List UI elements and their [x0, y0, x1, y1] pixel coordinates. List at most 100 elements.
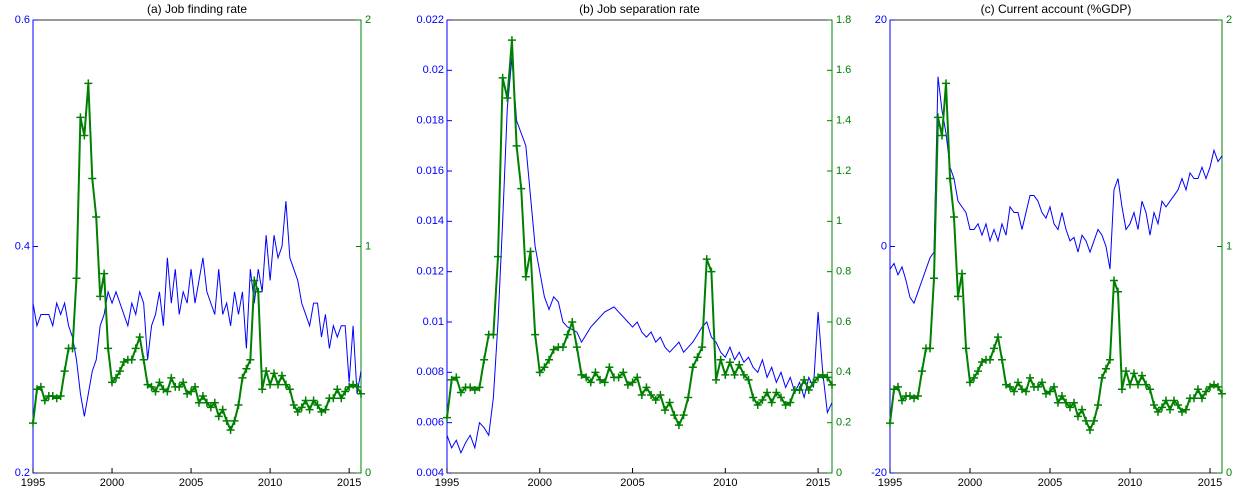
marker — [1166, 405, 1174, 414]
marker — [452, 373, 461, 382]
marker — [809, 378, 818, 387]
marker — [179, 378, 188, 387]
marker — [656, 390, 665, 399]
marker — [1138, 371, 1146, 380]
marker — [29, 419, 37, 428]
marker — [238, 373, 247, 382]
x-tick-label: 2015 — [337, 477, 361, 489]
marker — [246, 355, 255, 364]
marker — [994, 333, 1002, 342]
marker — [962, 344, 970, 353]
marker — [1170, 396, 1178, 405]
marker — [270, 369, 279, 378]
marker — [966, 378, 974, 387]
marker — [1158, 403, 1166, 412]
marker — [285, 385, 294, 394]
marker — [679, 411, 688, 420]
marker — [1050, 382, 1058, 391]
marker — [289, 401, 298, 410]
marker — [68, 344, 77, 353]
marker — [321, 405, 330, 414]
marker — [234, 401, 243, 410]
series-line — [446, 40, 833, 428]
marker — [1190, 394, 1198, 403]
marker — [167, 373, 176, 382]
marker — [175, 382, 184, 391]
marker — [894, 382, 902, 391]
panel-title: (a) Job finding rate — [147, 2, 247, 16]
marker — [40, 396, 49, 405]
marker — [466, 383, 475, 392]
marker — [155, 378, 164, 387]
marker — [688, 363, 697, 372]
marker — [950, 213, 958, 222]
marker — [786, 398, 795, 407]
y-tick-label: 0 — [881, 240, 887, 252]
y2-tick-label: 2 — [1226, 14, 1232, 26]
marker — [1010, 387, 1018, 396]
marker — [1202, 387, 1210, 396]
marker — [1130, 369, 1138, 378]
marker — [577, 370, 586, 379]
marker — [898, 396, 906, 405]
marker — [990, 344, 998, 353]
marker — [337, 394, 346, 403]
marker — [309, 396, 318, 405]
marker — [498, 73, 507, 82]
marker — [582, 373, 591, 382]
marker — [735, 360, 744, 369]
marker — [139, 355, 148, 364]
marker — [266, 380, 275, 389]
marker — [886, 419, 894, 428]
marker — [930, 274, 938, 283]
marker — [56, 391, 65, 400]
marker — [88, 174, 97, 183]
marker — [1154, 407, 1162, 416]
marker — [707, 267, 716, 276]
marker — [954, 292, 962, 301]
marker — [698, 343, 707, 352]
x-tick-label: 2015 — [806, 477, 830, 489]
y-tick-label: 20 — [875, 14, 887, 26]
y-tick-label: 0.008 — [416, 366, 444, 378]
marker — [131, 344, 140, 353]
marker — [135, 333, 144, 342]
marker — [80, 131, 89, 140]
x-tick-label: 2005 — [1038, 477, 1062, 489]
marker — [605, 363, 614, 372]
marker — [526, 247, 535, 256]
marker — [1038, 378, 1046, 387]
marker — [572, 343, 581, 352]
marker — [702, 255, 711, 264]
marker — [918, 367, 926, 376]
marker — [1058, 391, 1066, 400]
y2-tick-label: 1.8 — [836, 14, 851, 26]
y2-tick-label: 1 — [365, 240, 371, 252]
marker — [242, 364, 251, 373]
marker — [623, 380, 632, 389]
series-line — [446, 57, 833, 455]
series-line — [32, 201, 362, 417]
marker — [721, 370, 730, 379]
marker — [1142, 380, 1150, 389]
marker — [274, 380, 283, 389]
marker — [628, 378, 637, 387]
y2-tick-label: 0.8 — [836, 266, 851, 278]
marker — [914, 391, 922, 400]
marker — [503, 94, 512, 103]
marker — [674, 421, 683, 430]
x-tick-label: 2010 — [1118, 477, 1142, 489]
marker — [521, 272, 530, 281]
marker — [470, 385, 479, 394]
marker — [353, 382, 362, 391]
marker — [1214, 382, 1222, 391]
marker — [818, 370, 827, 379]
marker — [443, 413, 451, 422]
panel-title: (c) Current account (%GDP) — [981, 2, 1132, 16]
marker — [151, 387, 160, 396]
marker — [191, 382, 200, 391]
marker — [535, 368, 544, 377]
marker — [772, 388, 781, 397]
marker — [313, 401, 322, 410]
